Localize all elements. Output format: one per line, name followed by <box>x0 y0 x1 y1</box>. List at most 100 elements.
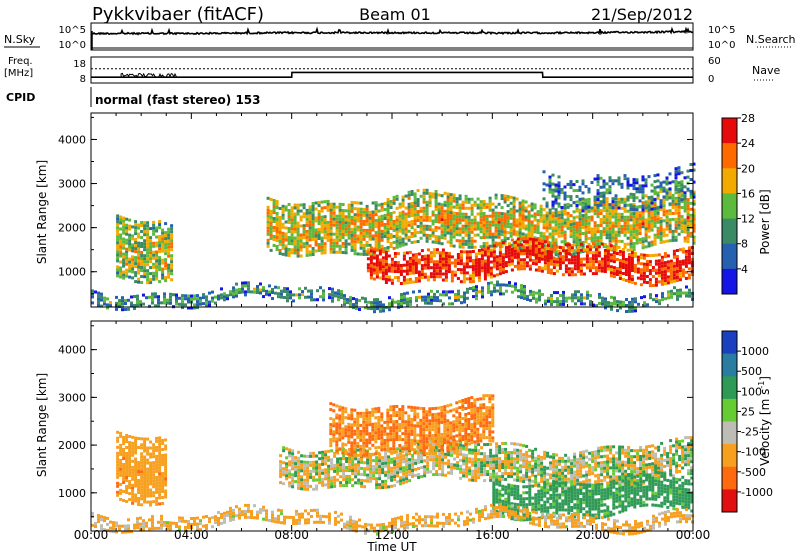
echo-cell <box>602 218 606 222</box>
echo-cell <box>164 276 168 280</box>
echo-cell <box>569 226 573 230</box>
echo-cell <box>285 456 289 460</box>
echo-cell <box>131 258 135 262</box>
echo-cell <box>350 227 354 231</box>
echo-cell <box>134 247 138 251</box>
echo-cell <box>274 285 277 289</box>
echo-cell <box>612 269 616 273</box>
echo-cell <box>504 261 508 265</box>
echo-cell <box>566 220 570 224</box>
echo-cell <box>564 477 568 481</box>
echo-cell <box>406 297 409 301</box>
echo-cell <box>483 461 487 465</box>
echo-cell <box>605 191 609 195</box>
echo-cell <box>424 301 427 305</box>
echo-cell <box>351 478 355 482</box>
echo-cell <box>636 258 640 262</box>
echo-cell <box>466 290 469 294</box>
echo-cell <box>546 451 550 455</box>
echo-cell <box>542 188 546 192</box>
echo-cell <box>477 252 481 255</box>
echo-cell <box>668 196 672 200</box>
echo-cell <box>642 271 646 275</box>
echo-cell <box>152 253 156 257</box>
echo-cell <box>521 244 525 248</box>
echo-cell <box>199 296 202 300</box>
echo-cell <box>372 477 376 481</box>
echo-cell <box>450 261 454 265</box>
echo-cell <box>585 263 589 267</box>
echo-cell <box>561 258 565 262</box>
echo-cell <box>575 227 579 231</box>
echo-cell <box>636 270 640 274</box>
echo-cell <box>624 279 628 282</box>
echo-cell <box>527 234 531 238</box>
echo-cell <box>459 467 463 471</box>
echo-cell <box>259 282 262 286</box>
echo-cell <box>689 163 693 166</box>
echo-cell <box>460 295 463 299</box>
echo-cell <box>405 480 409 484</box>
echo-cell <box>558 468 562 472</box>
echo-cell <box>589 294 592 298</box>
echo-cell <box>366 251 370 255</box>
echo-cell <box>523 288 526 291</box>
echo-cell <box>557 225 561 229</box>
echo-cell <box>608 191 612 195</box>
echo-cell <box>119 266 123 270</box>
echo-cell <box>244 281 247 285</box>
echo-cell <box>635 235 639 239</box>
echo-cell <box>323 245 327 249</box>
echo-cell <box>393 460 397 464</box>
echo-cell <box>372 468 376 472</box>
echo-cell <box>570 249 574 253</box>
echo-cell <box>644 206 648 210</box>
echo-cell <box>611 239 615 243</box>
echo-cell <box>389 221 393 224</box>
echo-cell <box>241 281 244 285</box>
echo-cell <box>131 243 135 247</box>
echo-cell <box>480 458 484 462</box>
echo-cell <box>572 225 576 229</box>
echo-cell <box>367 300 370 304</box>
echo-cell <box>368 228 372 232</box>
echo-cell <box>369 246 373 250</box>
echo-cell <box>383 232 387 235</box>
echo-cell <box>626 236 630 240</box>
echo-cell <box>97 303 100 307</box>
echo-cell <box>593 206 597 210</box>
echo-cell <box>119 221 123 225</box>
echo-cell <box>401 219 405 223</box>
echo-cell <box>275 233 279 236</box>
echo-cell <box>677 196 681 200</box>
echo-cell <box>631 300 634 304</box>
echo-cell <box>416 198 420 201</box>
echo-cell <box>321 480 325 484</box>
echo-cell <box>587 227 591 231</box>
echo-cell <box>530 229 534 233</box>
echo-cell <box>669 271 673 275</box>
echo-cell <box>479 200 483 204</box>
echo-cell <box>624 264 628 267</box>
echo-cell <box>641 175 645 179</box>
echo-cell <box>516 472 520 476</box>
echo-cell <box>457 292 460 296</box>
echo-cell <box>377 218 381 222</box>
echo-cell <box>419 218 423 222</box>
echo-cell <box>395 194 399 198</box>
echo-cell <box>377 203 381 207</box>
echo-cell <box>670 292 673 296</box>
echo-cell <box>374 240 378 244</box>
echo-cell <box>539 219 543 223</box>
echo-cell <box>332 232 336 236</box>
echo-cell <box>584 198 588 202</box>
echo-cell <box>633 281 637 285</box>
echo-cell <box>558 456 562 460</box>
echo-cell <box>398 226 402 230</box>
echo-cell <box>416 231 420 234</box>
echo-cell <box>686 187 690 191</box>
echo-cell <box>473 200 477 204</box>
echo-cell <box>348 469 352 472</box>
echo-cell <box>128 275 132 279</box>
echo-cell <box>654 277 658 281</box>
